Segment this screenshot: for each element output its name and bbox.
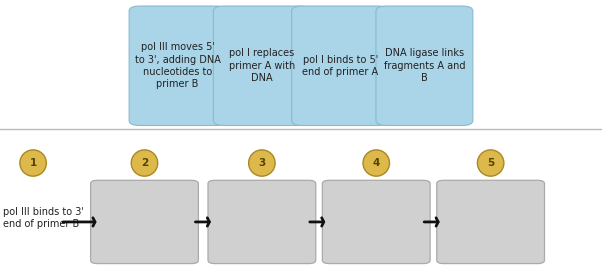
Text: 4: 4 — [373, 158, 380, 168]
Ellipse shape — [20, 150, 46, 176]
Text: DNA ligase links
fragments A and
B: DNA ligase links fragments A and B — [383, 48, 465, 83]
FancyBboxPatch shape — [213, 6, 311, 125]
Text: pol III moves 5'
to 3', adding DNA
nucleotides to
primer B: pol III moves 5' to 3', adding DNA nucle… — [135, 42, 220, 89]
FancyBboxPatch shape — [323, 180, 430, 264]
Ellipse shape — [363, 150, 389, 176]
FancyBboxPatch shape — [208, 180, 315, 264]
Ellipse shape — [131, 150, 158, 176]
Text: 5: 5 — [487, 158, 494, 168]
Text: 1: 1 — [29, 158, 37, 168]
Ellipse shape — [249, 150, 275, 176]
FancyBboxPatch shape — [376, 6, 473, 125]
FancyBboxPatch shape — [291, 6, 389, 125]
Ellipse shape — [477, 150, 504, 176]
FancyBboxPatch shape — [90, 180, 198, 264]
FancyBboxPatch shape — [436, 180, 544, 264]
FancyBboxPatch shape — [129, 6, 226, 125]
Text: pol I binds to 5'
end of primer A: pol I binds to 5' end of primer A — [302, 55, 378, 77]
Text: 3: 3 — [258, 158, 265, 168]
Text: pol I replaces
primer A with
DNA: pol I replaces primer A with DNA — [229, 48, 295, 83]
Text: pol III binds to 3'
end of primer B: pol III binds to 3' end of primer B — [3, 207, 84, 229]
Text: 2: 2 — [141, 158, 148, 168]
